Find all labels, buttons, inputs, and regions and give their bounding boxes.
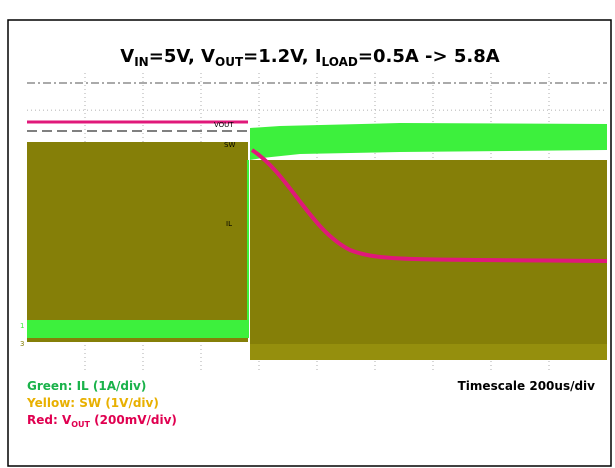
scope-label: VOUT <box>214 121 234 129</box>
title-part: OUT <box>215 55 244 69</box>
scope-label: SW <box>224 141 235 149</box>
legend-text: (200mV/div) <box>90 413 177 427</box>
timescale: Timescale 200us/div <box>458 379 596 393</box>
title-part: =1.2V, I <box>243 46 321 67</box>
legend-red: Red: VOUT (200mV/div) <box>27 413 177 429</box>
vout-waveform <box>250 148 608 263</box>
channel-marker: 3 <box>20 340 24 348</box>
legend-sub: OUT <box>71 420 90 429</box>
title-part: V <box>120 46 134 67</box>
channel-marker: 1 <box>20 322 24 330</box>
sw-waveform <box>27 142 248 342</box>
title-part: =5V, V <box>149 46 215 67</box>
sw-edge <box>250 344 607 360</box>
legend-yellow: Yellow: SW (1V/div) <box>26 396 159 410</box>
il-waveform <box>27 320 248 338</box>
il-waveform <box>250 123 607 160</box>
title-part: IN <box>134 55 149 69</box>
title-part: LOAD <box>322 55 358 69</box>
legend-text: Red: V <box>27 413 72 427</box>
chart-title: VIN=5V, VOUT=1.2V, ILOAD=0.5A -> 5.8A <box>120 46 499 69</box>
scope-label: IL <box>226 220 232 228</box>
scope-screen: VOUT SW IL 1 3 <box>20 73 608 370</box>
legend-green: Green: IL (1A/div) <box>27 379 146 393</box>
title-part: =0.5A -> 5.8A <box>358 46 500 67</box>
